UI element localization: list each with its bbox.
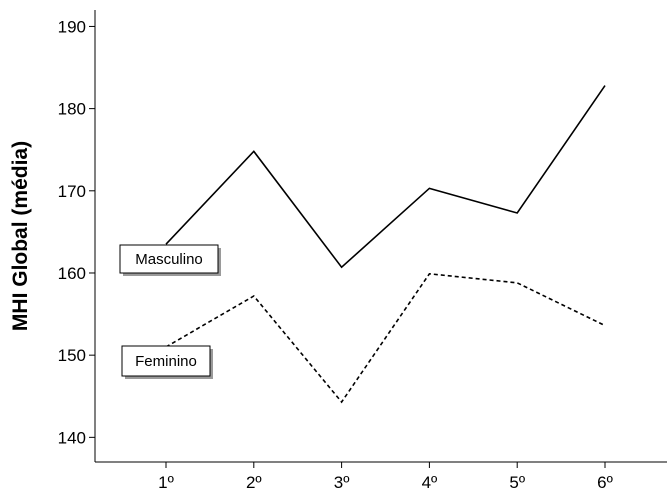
series-line-masculino (165, 85, 606, 269)
series-label-text: Feminino (135, 353, 197, 370)
x-ticks: 1º 2º 3º 4º 5º 6º (158, 462, 613, 492)
y-tick-label: 160 (58, 264, 86, 283)
y-tick-label: 180 (58, 100, 86, 119)
y-axis-label: MHI Global (média) (9, 141, 32, 331)
x-tick-label: 4º (422, 473, 438, 492)
axes (94, 10, 667, 463)
series-labels: Masculino Feminino (119, 244, 221, 379)
series-line-feminino (165, 272, 606, 404)
x-tick-label: 5º (509, 473, 525, 492)
y-tick-label: 190 (58, 17, 86, 36)
y-ticks: 140 150 160 170 180 190 (58, 17, 95, 447)
y-tick-label: 150 (58, 346, 86, 365)
x-tick-label: 6º (597, 473, 613, 492)
x-tick-label: 2º (246, 473, 262, 492)
y-tick-label: 140 (58, 428, 86, 447)
series-label-box (121, 345, 211, 377)
series-label-box (119, 244, 219, 274)
series-label-text: Masculino (135, 251, 203, 268)
y-tick-label: 170 (58, 182, 86, 201)
series-lines (165, 85, 606, 404)
series-label-feminino: Feminino (121, 345, 213, 379)
x-tick-label: 1º (158, 473, 174, 492)
series-label-masculino: Masculino (119, 244, 221, 276)
x-tick-label: 3º (334, 473, 350, 492)
